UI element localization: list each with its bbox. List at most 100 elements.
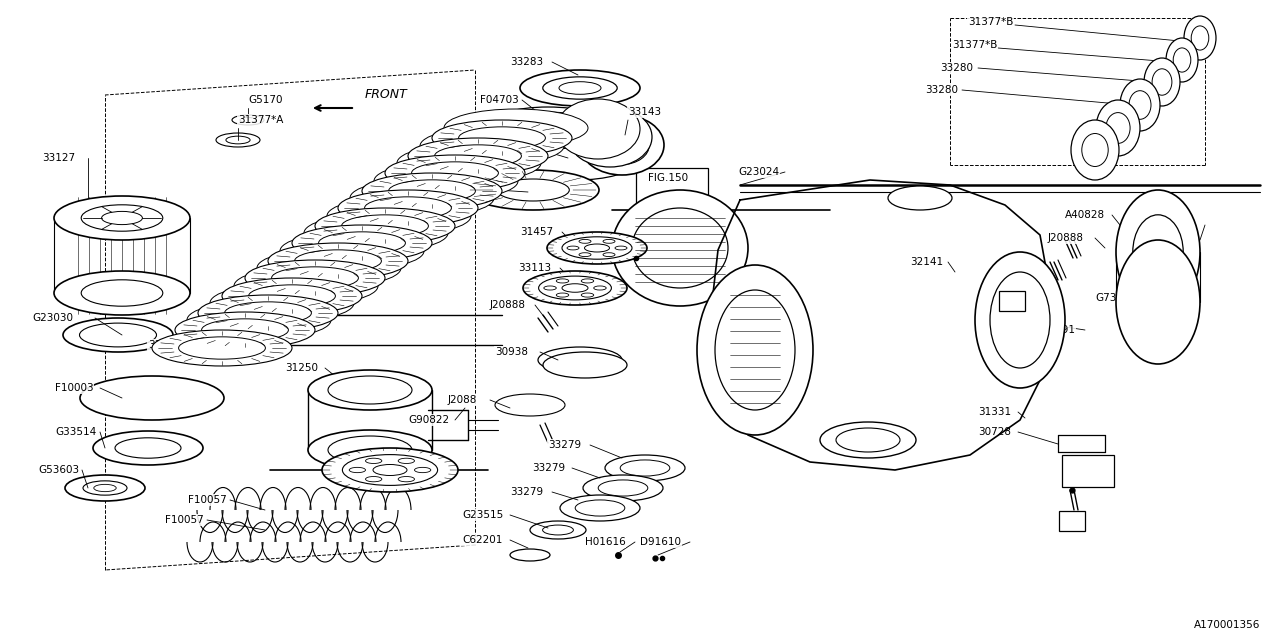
Ellipse shape bbox=[557, 279, 568, 283]
Text: 32135: 32135 bbox=[1162, 220, 1196, 230]
Ellipse shape bbox=[538, 347, 622, 373]
Ellipse shape bbox=[323, 448, 458, 492]
Text: 31523: 31523 bbox=[148, 340, 182, 350]
Ellipse shape bbox=[328, 436, 412, 464]
Ellipse shape bbox=[398, 477, 415, 482]
Ellipse shape bbox=[248, 285, 335, 307]
Text: 31331: 31331 bbox=[978, 407, 1011, 417]
Ellipse shape bbox=[543, 525, 573, 535]
Ellipse shape bbox=[1133, 215, 1183, 289]
Ellipse shape bbox=[568, 107, 652, 167]
Ellipse shape bbox=[152, 330, 292, 366]
Ellipse shape bbox=[605, 455, 685, 481]
Ellipse shape bbox=[567, 246, 579, 250]
Ellipse shape bbox=[581, 293, 594, 297]
Ellipse shape bbox=[241, 118, 256, 122]
Ellipse shape bbox=[562, 284, 588, 292]
Ellipse shape bbox=[595, 125, 649, 164]
Text: 30938: 30938 bbox=[495, 347, 529, 357]
Ellipse shape bbox=[1192, 26, 1208, 50]
Text: A40828: A40828 bbox=[1065, 210, 1105, 220]
Ellipse shape bbox=[989, 272, 1050, 368]
Ellipse shape bbox=[579, 239, 591, 243]
Ellipse shape bbox=[559, 82, 602, 94]
Ellipse shape bbox=[54, 196, 189, 240]
Text: 32141: 32141 bbox=[910, 257, 943, 267]
Ellipse shape bbox=[81, 205, 163, 231]
Ellipse shape bbox=[1129, 91, 1151, 119]
Ellipse shape bbox=[308, 430, 433, 470]
Ellipse shape bbox=[488, 107, 608, 143]
Ellipse shape bbox=[210, 284, 355, 322]
Ellipse shape bbox=[79, 323, 156, 347]
Ellipse shape bbox=[1166, 38, 1198, 82]
Ellipse shape bbox=[225, 136, 250, 144]
Ellipse shape bbox=[372, 465, 407, 476]
Text: G53603: G53603 bbox=[38, 465, 79, 475]
Text: 31377*A: 31377*A bbox=[238, 115, 283, 125]
Ellipse shape bbox=[271, 267, 358, 289]
Ellipse shape bbox=[362, 173, 502, 209]
Ellipse shape bbox=[420, 127, 564, 165]
Text: 33279: 33279 bbox=[548, 440, 581, 450]
Text: 31593: 31593 bbox=[425, 183, 458, 193]
Text: FRONT: FRONT bbox=[365, 88, 408, 102]
Ellipse shape bbox=[187, 301, 332, 339]
Ellipse shape bbox=[1082, 134, 1108, 166]
FancyBboxPatch shape bbox=[998, 291, 1025, 311]
Ellipse shape bbox=[365, 197, 452, 219]
Text: G23030: G23030 bbox=[32, 313, 73, 323]
Ellipse shape bbox=[115, 438, 180, 458]
Ellipse shape bbox=[374, 162, 518, 200]
Ellipse shape bbox=[292, 225, 433, 261]
Ellipse shape bbox=[342, 215, 429, 237]
Ellipse shape bbox=[433, 120, 572, 156]
Ellipse shape bbox=[93, 484, 116, 492]
Ellipse shape bbox=[598, 480, 648, 496]
Ellipse shape bbox=[221, 278, 362, 314]
Ellipse shape bbox=[504, 112, 591, 138]
Ellipse shape bbox=[202, 319, 288, 341]
FancyBboxPatch shape bbox=[1059, 511, 1085, 531]
Ellipse shape bbox=[1106, 113, 1130, 143]
Ellipse shape bbox=[1116, 240, 1201, 364]
Text: 33279: 33279 bbox=[509, 487, 543, 497]
Ellipse shape bbox=[435, 145, 521, 167]
Ellipse shape bbox=[575, 500, 625, 516]
Ellipse shape bbox=[412, 162, 498, 184]
Text: 33279: 33279 bbox=[532, 463, 566, 473]
Text: 31250: 31250 bbox=[285, 363, 317, 373]
Ellipse shape bbox=[580, 115, 664, 175]
Ellipse shape bbox=[1174, 48, 1190, 72]
Ellipse shape bbox=[888, 186, 952, 210]
Ellipse shape bbox=[328, 376, 412, 404]
Text: 33127: 33127 bbox=[42, 153, 76, 163]
Ellipse shape bbox=[366, 477, 381, 482]
Ellipse shape bbox=[1144, 58, 1180, 106]
Ellipse shape bbox=[175, 312, 315, 348]
Ellipse shape bbox=[101, 211, 142, 225]
Text: 33280: 33280 bbox=[925, 85, 957, 95]
Ellipse shape bbox=[234, 267, 378, 305]
Ellipse shape bbox=[585, 244, 609, 252]
Text: A: A bbox=[1069, 516, 1075, 526]
Ellipse shape bbox=[349, 179, 494, 217]
Bar bbox=[1062, 455, 1114, 487]
Text: 33283: 33283 bbox=[509, 57, 543, 67]
Text: 31377*B: 31377*B bbox=[968, 17, 1014, 27]
Text: G90822: G90822 bbox=[408, 415, 449, 425]
Text: A: A bbox=[1009, 296, 1015, 306]
Ellipse shape bbox=[497, 179, 570, 201]
Ellipse shape bbox=[397, 144, 541, 182]
Ellipse shape bbox=[557, 293, 568, 297]
Text: G23515: G23515 bbox=[462, 510, 503, 520]
Ellipse shape bbox=[621, 460, 669, 476]
Ellipse shape bbox=[224, 302, 311, 324]
Ellipse shape bbox=[54, 271, 189, 315]
Text: G91412: G91412 bbox=[1066, 466, 1105, 476]
Ellipse shape bbox=[524, 271, 627, 305]
Ellipse shape bbox=[509, 549, 550, 561]
Text: 31377*B: 31377*B bbox=[952, 40, 997, 50]
Ellipse shape bbox=[603, 239, 614, 243]
Ellipse shape bbox=[1120, 79, 1160, 131]
